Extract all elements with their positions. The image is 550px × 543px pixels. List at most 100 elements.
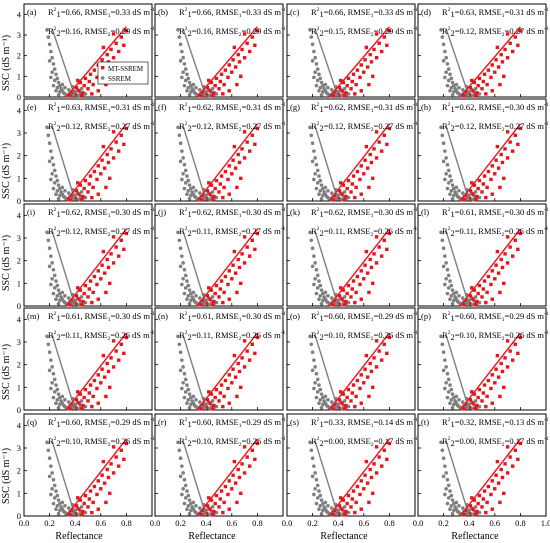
panel-label: (f) [158, 102, 167, 112]
mt-ssrem-point [367, 290, 371, 295]
mt-ssrem-point [88, 383, 93, 387]
mt-ssrem-point [369, 475, 374, 480]
mt-ssrem-fit-line [328, 438, 390, 517]
y-tick-label: 2 [17, 360, 21, 370]
mt-ssrem-point [369, 160, 374, 165]
mt-ssrem-point [484, 510, 488, 515]
ssrem-point [330, 506, 334, 510]
mt-ssrem-point [208, 297, 212, 301]
ssrem-point [191, 82, 196, 87]
mt-ssrem-point [81, 194, 85, 199]
mt-ssrem-point [355, 484, 360, 489]
mt-ssrem-point [385, 43, 389, 48]
ssrem-point [182, 291, 187, 296]
ssrem-point [47, 59, 52, 63]
mt-ssrem-point [475, 299, 479, 304]
legend-label-mt-ssrem: MT-SSREM [108, 65, 144, 73]
mt-ssrem-point [87, 391, 91, 395]
ssrem-point [440, 238, 445, 243]
mt-ssrem-point [380, 254, 384, 258]
y-tick-label: 2 [17, 151, 21, 161]
stats-line-1: R21=0.32, RMSE1=0.13 dS m-1 [442, 417, 549, 429]
mt-ssrem-point [505, 365, 510, 369]
mt-ssrem-point [87, 79, 91, 84]
ssrem-point [180, 358, 184, 362]
ssrem-point [54, 489, 58, 493]
mt-ssrem-point [345, 186, 349, 191]
mt-ssrem-point [480, 505, 484, 509]
mt-ssrem-point [240, 47, 244, 52]
ssrem-point [58, 298, 62, 303]
mt-ssrem-point [482, 72, 487, 76]
mt-ssrem-point [232, 249, 237, 254]
mt-ssrem-point [505, 235, 510, 239]
mt-ssrem-point [486, 68, 491, 72]
ssrem-point [178, 59, 183, 63]
ssrem-point [46, 35, 51, 39]
ssrem-point [47, 350, 52, 355]
mt-ssrem-point [201, 402, 206, 407]
mt-ssrem-point [117, 358, 121, 362]
ssrem-point [310, 456, 315, 461]
mt-ssrem-point [471, 192, 475, 196]
ssrem-fit-line [445, 28, 470, 98]
mt-ssrem-point [485, 185, 489, 190]
mt-ssrem-point [213, 395, 217, 400]
mt-ssrem-point [100, 158, 104, 162]
panel-frame [286, 3, 416, 98]
mt-ssrem-point [217, 190, 221, 194]
mt-ssrem-point [208, 192, 212, 196]
mt-ssrem-point [237, 265, 242, 270]
mt-ssrem-point [199, 198, 203, 202]
stats-line-1: R21=0.62, RMSE1=0.30 dS m-1 [48, 207, 155, 219]
mt-ssrem-point [337, 189, 342, 193]
mt-ssrem-point [102, 375, 107, 379]
x-tick-label: 0.0 [19, 518, 30, 528]
mt-ssrem-point [101, 353, 106, 358]
ssrem-point [310, 264, 315, 269]
ssrem-point [444, 381, 448, 385]
ssrem-point [191, 290, 196, 295]
mt-ssrem-point [511, 254, 515, 258]
ssrem-point [58, 508, 62, 513]
mt-ssrem-point [354, 500, 358, 505]
mt-ssrem-point [86, 295, 90, 299]
ssrem-point [318, 85, 323, 90]
mt-ssrem-point [88, 72, 93, 76]
mt-ssrem-point [363, 58, 367, 62]
ssrem-point [445, 83, 450, 88]
mt-ssrem-point [111, 445, 116, 449]
mt-ssrem-point [92, 484, 97, 489]
ssrem-point [441, 264, 446, 269]
ssrem-point [183, 78, 188, 83]
ssrem-point [310, 350, 315, 355]
mt-ssrem-point [213, 501, 217, 506]
mt-ssrem-fit-line [196, 123, 258, 202]
mt-ssrem-point [82, 291, 86, 296]
ssrem-point [185, 507, 189, 512]
mt-ssrem-point [481, 79, 485, 84]
mt-ssrem-point [106, 369, 111, 374]
ssrem-point [450, 405, 455, 410]
mt-ssrem-point [242, 365, 247, 369]
ssrem-point [314, 371, 319, 376]
ssrem-point [323, 290, 328, 295]
mt-ssrem-point [253, 457, 257, 462]
ssrem-point [52, 273, 57, 278]
mt-ssrem-point [490, 164, 494, 168]
mt-ssrem-point [90, 195, 94, 200]
ssrem-point [182, 395, 187, 400]
mt-ssrem-point [498, 290, 502, 295]
mt-ssrem-point [473, 198, 478, 202]
ssrem-point [181, 70, 185, 74]
ssrem-point [439, 28, 443, 32]
ssrem-point [448, 383, 452, 387]
mt-ssrem-point [96, 297, 100, 301]
y-tick-label: 4 [17, 105, 22, 115]
ssrem-point [315, 483, 320, 488]
mt-ssrem-fit-line [65, 438, 127, 517]
mt-ssrem-point [340, 192, 344, 196]
mt-ssrem-point [240, 356, 244, 360]
mt-ssrem-point [502, 491, 506, 496]
mt-ssrem-point [236, 152, 240, 157]
